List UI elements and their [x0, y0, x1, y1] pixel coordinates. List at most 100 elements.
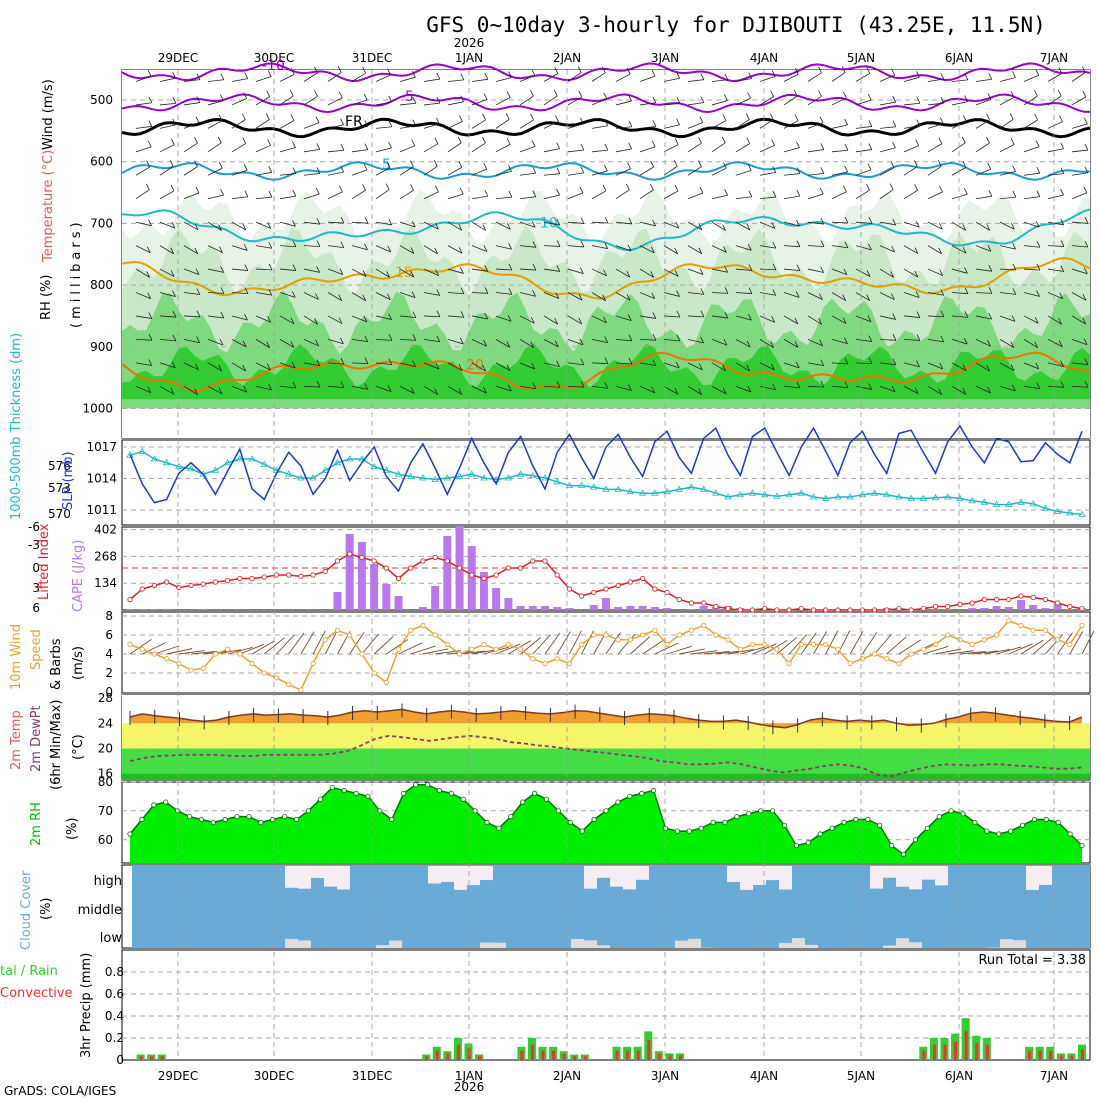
upper-wind-barb — [807, 96, 822, 106]
upper-wind-barb-flag — [195, 186, 200, 194]
upper-wind-barb-flag — [868, 217, 873, 224]
lifted-index-line-point — [1079, 605, 1085, 612]
upper-wind-barb-flag — [649, 183, 654, 191]
wind-speed-line-point — [664, 641, 670, 648]
wind-speed-line-point — [127, 641, 133, 648]
bottom-date-label: 2JAN — [553, 1069, 581, 1083]
upper-wind-barb — [279, 385, 296, 389]
upper-wind-barb — [255, 196, 272, 200]
upper-wind-barb-flag — [410, 387, 415, 394]
upper-wind-barb — [351, 315, 368, 323]
upper-wind-barb — [759, 76, 776, 82]
upper-wind-barb-flag — [1058, 318, 1063, 325]
upper-wind-barb — [471, 268, 488, 272]
upper-wind-barb-flag — [530, 341, 535, 348]
upper-wind-barb-flag — [868, 335, 873, 342]
upper-wind-barb — [135, 126, 152, 129]
upper-wind-barb — [591, 245, 608, 250]
upper-wind-barb — [351, 268, 367, 277]
upper-wind-barb — [927, 268, 943, 276]
upper-wind-barb — [231, 169, 248, 176]
lifted-index-line-point — [237, 575, 243, 582]
wind-speed-line-point — [847, 660, 853, 667]
cape-bar — [333, 592, 342, 610]
upper-wind-barb — [351, 72, 366, 82]
bottom-date-label: 4JAN — [750, 1069, 778, 1083]
rh-line-point — [555, 808, 562, 814]
thickness-line-point — [150, 455, 159, 462]
upper-wind-barb-flag — [1033, 89, 1038, 97]
upper-wind-barb — [1071, 339, 1088, 346]
upper-wind-barb — [399, 292, 416, 299]
cape-bar — [382, 584, 391, 610]
upper-wind-barb — [375, 268, 390, 278]
upper-wind-barb-flag — [554, 340, 559, 347]
thickness-tick: 573 — [48, 481, 71, 495]
upper-wind-barb — [783, 315, 799, 325]
upper-wind-barb — [135, 189, 150, 200]
upper-wind-barb — [567, 268, 584, 274]
upper-wind-barb — [879, 385, 896, 393]
upper-wind-barb-flag — [458, 388, 463, 395]
upper-wind-barb — [663, 362, 680, 369]
upper-wind-barb — [543, 148, 560, 153]
upper-wind-barb-flag — [626, 67, 631, 75]
precip-convective-bar — [456, 1044, 460, 1060]
bottom-year-label: 2026 — [454, 1080, 485, 1094]
lifted-index-line-point — [395, 575, 402, 582]
upper-wind-barb — [783, 195, 800, 200]
upper-wind-barb — [855, 72, 870, 82]
precip-panel: 0.80.60.40.20 — [105, 965, 1090, 1067]
upper-wind-barb — [1047, 362, 1064, 368]
upper-wind-barb — [231, 315, 248, 321]
upper-wind-barb — [879, 221, 896, 226]
upper-wind-barb — [999, 77, 1016, 82]
upper-wind-barb-flag — [458, 161, 463, 168]
upper-wind-barb-flag — [289, 89, 294, 97]
upper-wind-barb — [951, 292, 968, 295]
upper-wind-barb-flag — [745, 113, 750, 120]
upper-wind-barb — [735, 221, 751, 231]
surface-wind-barb — [984, 648, 1011, 655]
wind-speed-line-point — [554, 656, 560, 662]
upper-wind-barb — [183, 385, 198, 395]
upper-wind-barb-flag — [698, 136, 702, 144]
cape-bar — [431, 586, 440, 610]
upper-wind-barb-flag — [650, 271, 655, 278]
upper-wind-barb — [735, 385, 752, 393]
lifted-index-line-point — [578, 593, 585, 599]
cloud-low-bar — [792, 938, 805, 948]
upper-wind-barb — [519, 268, 536, 271]
temp-tick: 20 — [98, 742, 113, 756]
cloud-high-gap — [870, 866, 883, 889]
upper-wind-barb-flag — [940, 289, 945, 296]
upper-wind-barb — [327, 149, 344, 153]
upper-wind-barb-flag — [170, 270, 175, 277]
upper-wind-barb-flag — [532, 166, 537, 174]
cloud-level-label: low — [100, 931, 123, 946]
upper-wind-barb — [807, 72, 822, 82]
rh-line-point — [543, 796, 550, 802]
cape-bar — [467, 546, 476, 610]
rh-tick: 60 — [98, 833, 113, 847]
slp-tick: 1011 — [86, 503, 117, 517]
upper-wind-barb — [399, 385, 415, 394]
upper-wind-barb — [543, 315, 558, 325]
upper-wind-barb-flag — [1084, 358, 1089, 365]
thickness-line-point — [553, 478, 561, 485]
rh-line-point — [722, 819, 728, 826]
upper-wind-barb — [231, 143, 246, 153]
upper-wind-barb — [1071, 221, 1088, 224]
upper-wind-barb — [1023, 268, 1040, 271]
upper-wind-barb-flag — [292, 167, 297, 174]
upper-wind-barb — [759, 245, 776, 249]
upper-wind-barb — [639, 315, 656, 319]
upper-wind-barb-flag — [844, 216, 849, 224]
upper-wind-barb — [1047, 268, 1064, 272]
upper-wind-barb-flag — [964, 95, 969, 102]
upper-wind-barb — [807, 193, 824, 200]
upper-wind-barb — [1047, 315, 1062, 325]
upper-wind-barb — [951, 268, 968, 274]
